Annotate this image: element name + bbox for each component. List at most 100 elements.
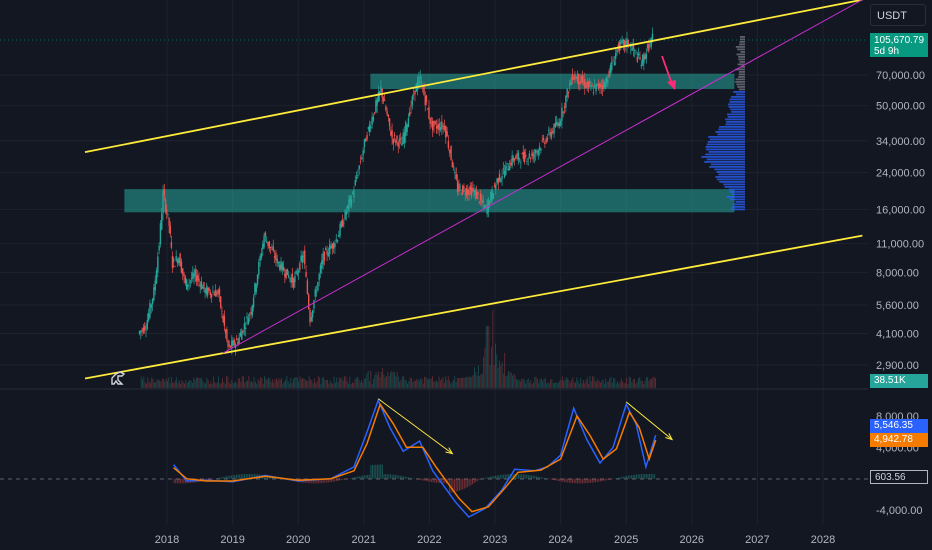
volume-bar <box>507 375 508 388</box>
volume-profile-bar <box>735 81 745 83</box>
volume-bar <box>162 379 163 388</box>
volume-bar <box>163 379 164 388</box>
candle-body <box>178 258 179 263</box>
volume-bar <box>576 377 577 388</box>
candle-body <box>373 116 374 120</box>
volume-bar <box>204 383 205 388</box>
volume-bar <box>222 378 223 388</box>
volume-bar <box>479 376 480 388</box>
histogram-bar <box>242 474 243 479</box>
candle-body <box>566 89 567 97</box>
volume-bar <box>361 380 362 388</box>
year-tick-label: 2024 <box>548 534 572 546</box>
histogram-bar <box>497 475 498 478</box>
volume-bar <box>538 383 539 388</box>
candle-body <box>614 62 615 66</box>
volume-bar <box>335 383 336 388</box>
volume-bar <box>315 383 316 388</box>
candle-body <box>525 155 526 156</box>
candle-body <box>480 194 481 200</box>
volume-bar <box>558 383 559 388</box>
candle-body <box>485 205 486 206</box>
volume-bar <box>582 383 583 388</box>
volume-bar <box>181 380 182 388</box>
histogram-bar <box>451 479 452 493</box>
volume-profile-bar <box>727 114 745 116</box>
volume-bar <box>608 382 609 388</box>
volume-bar <box>188 381 189 388</box>
histogram-bar <box>211 479 212 480</box>
histogram-bar <box>231 475 232 478</box>
volume-bar <box>151 378 152 388</box>
volume-bar <box>202 381 203 388</box>
candle-body <box>401 143 402 145</box>
histogram-bar <box>574 479 575 483</box>
volume-bar <box>147 377 148 388</box>
histogram-bar <box>338 479 339 481</box>
volume-bar <box>541 378 542 388</box>
candle-body <box>462 185 463 193</box>
candle-body <box>269 241 270 248</box>
candle-body <box>300 256 301 261</box>
volume-bar <box>618 383 619 388</box>
candle-body <box>526 161 527 162</box>
volume-bar <box>242 376 243 388</box>
volume-profile-bar <box>719 181 745 183</box>
candle-body <box>157 257 158 273</box>
volume-profile-bar <box>730 99 745 101</box>
price-tick-label: 8,000.00 <box>876 268 919 280</box>
volume-bar <box>448 376 449 388</box>
candle-body <box>652 34 653 41</box>
trend-line <box>223 0 863 353</box>
candle-body <box>156 271 157 284</box>
histogram-bar <box>395 475 396 479</box>
volume-bar <box>520 382 521 388</box>
candle-body <box>559 123 560 126</box>
candle-body <box>262 244 263 249</box>
candle-body <box>295 271 296 274</box>
histogram-bar <box>370 465 371 479</box>
candle-body <box>553 124 554 134</box>
candle-body <box>368 127 369 129</box>
candle-body <box>555 123 556 127</box>
candle-body <box>188 282 189 283</box>
volume-bar <box>365 378 366 388</box>
histogram-bar <box>518 474 519 479</box>
candle-body <box>523 152 524 159</box>
candle-body <box>360 161 361 162</box>
volume-bar <box>197 378 198 388</box>
volume-bar <box>259 381 260 388</box>
histogram-bar <box>403 476 404 478</box>
candle-body <box>343 223 344 224</box>
volume-bar <box>336 378 337 388</box>
currency-label[interactable]: USDT <box>870 4 926 26</box>
volume-bar <box>341 377 342 388</box>
candle-body <box>222 316 223 322</box>
volume-bar <box>601 380 602 388</box>
candle-body <box>491 189 492 200</box>
candle-body <box>543 138 544 140</box>
volume-bar <box>184 383 185 388</box>
candle-body <box>182 268 183 274</box>
volume-bar <box>252 383 253 388</box>
volume-bar <box>200 378 201 388</box>
histogram-bar <box>180 479 181 484</box>
volume-profile-bar <box>730 191 745 193</box>
volume-bar <box>588 384 589 388</box>
volume-bar <box>196 378 197 388</box>
volume-bar <box>378 372 379 388</box>
histogram-bar <box>607 479 608 481</box>
volume-bar <box>460 378 461 388</box>
volume-profile-bar <box>729 106 745 108</box>
volume-bar <box>310 379 311 388</box>
volume-bar <box>523 379 524 388</box>
volume-bar <box>279 378 280 388</box>
candle-body <box>547 138 548 140</box>
volume-bar <box>428 380 429 388</box>
volume-bar <box>345 377 346 388</box>
macd-oscillator <box>174 399 673 517</box>
candle-body <box>501 176 502 179</box>
histogram-bar <box>592 479 593 483</box>
candle-body <box>603 81 604 88</box>
